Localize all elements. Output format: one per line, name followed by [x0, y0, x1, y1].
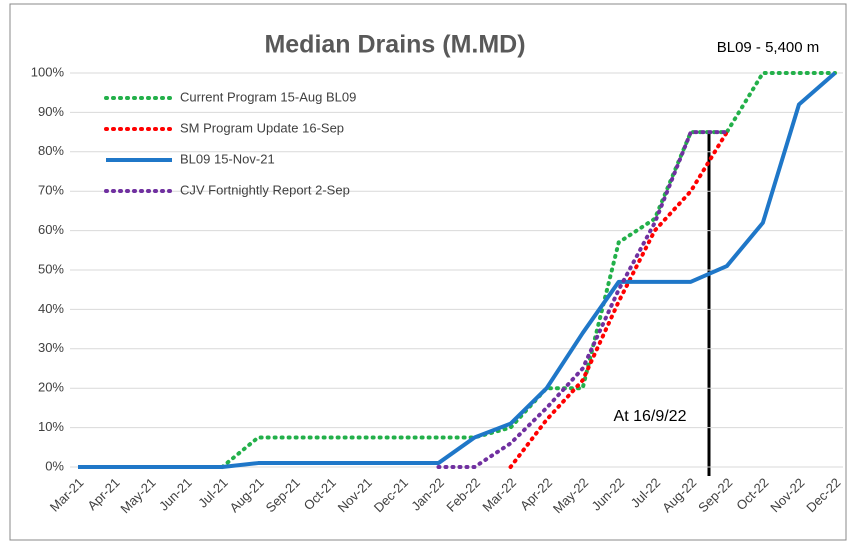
annotation: BL09 - 5,400 m: [717, 39, 820, 56]
x-tick-label: Apr-21: [84, 475, 122, 513]
y-tick-label: 30%: [38, 340, 64, 355]
x-tick-label: Nov-21: [335, 475, 375, 515]
x-tick-label: May-21: [117, 475, 158, 516]
y-tick-label: 20%: [38, 380, 64, 395]
series-line: [436, 130, 729, 469]
y-tick-label: 100%: [31, 64, 65, 79]
x-tick-label: Aug-22: [659, 475, 699, 515]
frame: [9, 3, 847, 541]
y-tick-label: 60%: [38, 222, 64, 237]
y-tick-label: 80%: [38, 143, 64, 158]
legend-label: CJV Fortnightly Report 2-Sep: [180, 182, 350, 197]
x-tick-label: Aug-21: [227, 475, 267, 515]
y-tick-label: 40%: [38, 301, 64, 316]
x-tick-label: May-22: [550, 475, 591, 516]
x-tick-label: Feb-22: [443, 475, 483, 515]
x-tick-label: Sep-22: [695, 475, 735, 515]
x-tick-label: Jul-21: [195, 475, 231, 511]
x-tick-label: Nov-22: [767, 475, 807, 515]
x-tick-label: Mar-21: [47, 475, 87, 515]
x-tick-label: Jul-22: [628, 475, 664, 511]
y-tick-label: 10%: [38, 419, 64, 434]
x-tick-label: Oct-22: [733, 475, 771, 513]
x-tick-label: Jun-21: [156, 475, 195, 514]
annotation: At 16/9/22: [614, 408, 687, 425]
series-line: [78, 71, 837, 469]
chart-title: Median Drains (M.MD): [264, 31, 525, 59]
legend-label: BL09 15-Nov-21: [180, 151, 275, 166]
x-tick-label: Jun-22: [589, 475, 628, 514]
x-tick-label: Dec-22: [803, 475, 843, 515]
x-tick-label: Sep-21: [263, 475, 303, 515]
x-tick-label: Mar-22: [479, 475, 519, 515]
x-tick-label: Jan-22: [408, 475, 447, 514]
y-tick-label: 0%: [45, 458, 64, 473]
legend-label: Current Program 15-Aug BL09: [180, 89, 356, 104]
x-tick-label: Dec-21: [371, 475, 411, 515]
y-tick-label: 70%: [38, 183, 64, 198]
x-tick-label: Oct-21: [301, 475, 339, 513]
series-line: [220, 71, 837, 469]
x-tick-label: Apr-22: [517, 475, 555, 513]
y-tick-label: 50%: [38, 261, 64, 276]
y-tick-label: 90%: [38, 104, 64, 119]
legend-label: SM Program Update 16-Sep: [180, 120, 344, 135]
